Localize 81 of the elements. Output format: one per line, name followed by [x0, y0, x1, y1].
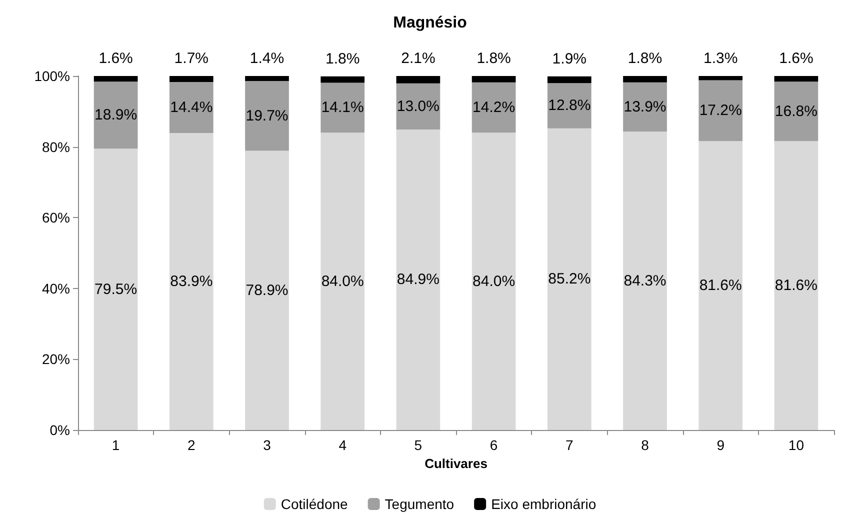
bar [94, 76, 138, 82]
bar [698, 80, 743, 142]
bar [623, 76, 667, 82]
legend-label: Cotilédone [280, 496, 348, 512]
bar [94, 82, 138, 149]
data-label: 18.9% [94, 106, 138, 124]
y-tick-label: 80% [42, 138, 70, 155]
x-tick-label: 6 [490, 437, 498, 453]
bar [547, 83, 592, 128]
bar [472, 82, 516, 133]
bar [245, 150, 289, 430]
bar [169, 76, 214, 82]
bar [320, 82, 365, 133]
data-label: 14.4% [170, 99, 213, 116]
data-label: 1.3% [704, 50, 738, 67]
y-tick-label: 0% [50, 422, 70, 438]
x-tick-label: 7 [566, 437, 574, 453]
bar [396, 76, 440, 84]
chart-title: Magnésio [393, 14, 468, 32]
bar [472, 76, 516, 82]
bar [396, 83, 440, 130]
x-tick-label: 9 [716, 437, 725, 453]
bar [94, 148, 138, 430]
data-label: 14.2% [472, 99, 516, 116]
data-label: 84.0% [321, 272, 364, 290]
data-label: 81.6% [699, 277, 742, 294]
data-label: 1.8% [476, 50, 511, 67]
bar [396, 129, 440, 430]
data-label: 81.6% [774, 277, 818, 294]
bar [472, 132, 516, 430]
bar [698, 76, 743, 80]
x-tick-label: 1 [112, 437, 120, 453]
data-label: 1.8% [326, 50, 360, 68]
bar [774, 82, 818, 142]
legend-label: Tegumento [384, 496, 454, 512]
x-tick-label: 3 [263, 437, 272, 453]
data-label: 85.2% [548, 270, 591, 288]
legend-label: Eixo embrionário [491, 496, 596, 512]
data-label: 84.0% [472, 272, 516, 290]
bar [320, 132, 365, 430]
data-label: 1.4% [250, 50, 284, 67]
data-label: 12.8% [548, 97, 591, 114]
bar [698, 141, 743, 430]
data-label: 1.9% [552, 50, 586, 68]
bar [774, 76, 818, 82]
y-tick-label: 40% [42, 280, 70, 296]
bar [623, 82, 667, 132]
x-tick-label: 2 [188, 437, 196, 453]
data-label: 19.7% [246, 107, 288, 124]
x-axis-title: Cultivares [424, 456, 488, 471]
bar [169, 82, 214, 133]
data-label: 84.3% [624, 272, 666, 290]
data-label: 14.1% [321, 99, 364, 116]
data-label: 84.9% [396, 271, 440, 288]
data-label: 16.8% [774, 102, 818, 120]
data-label: 1.7% [174, 50, 208, 67]
x-tick-label: 8 [641, 437, 650, 453]
x-tick-label: 5 [414, 437, 422, 453]
x-tick-label: 4 [338, 437, 347, 453]
bar [547, 76, 592, 84]
data-label: 17.2% [699, 102, 742, 120]
data-label: 2.1% [401, 50, 436, 67]
bar [245, 80, 289, 151]
bar [320, 76, 365, 83]
bar [547, 128, 592, 430]
data-label: 1.8% [628, 50, 662, 67]
data-label: 13.0% [396, 98, 440, 115]
bar [245, 76, 289, 81]
data-label: 1.6% [779, 50, 814, 67]
bar [774, 141, 818, 430]
data-label: 79.5% [94, 280, 138, 298]
y-tick-label: 20% [42, 351, 70, 368]
x-tick-label: 10 [788, 437, 804, 453]
y-tick-label: 60% [42, 210, 70, 226]
y-tick-label: 100% [34, 68, 70, 84]
bar [623, 132, 667, 430]
data-label: 83.9% [170, 272, 213, 290]
data-label: 1.6% [98, 50, 133, 67]
bar [169, 132, 214, 430]
data-label: 13.9% [624, 98, 666, 116]
data-label: 78.9% [246, 282, 288, 299]
